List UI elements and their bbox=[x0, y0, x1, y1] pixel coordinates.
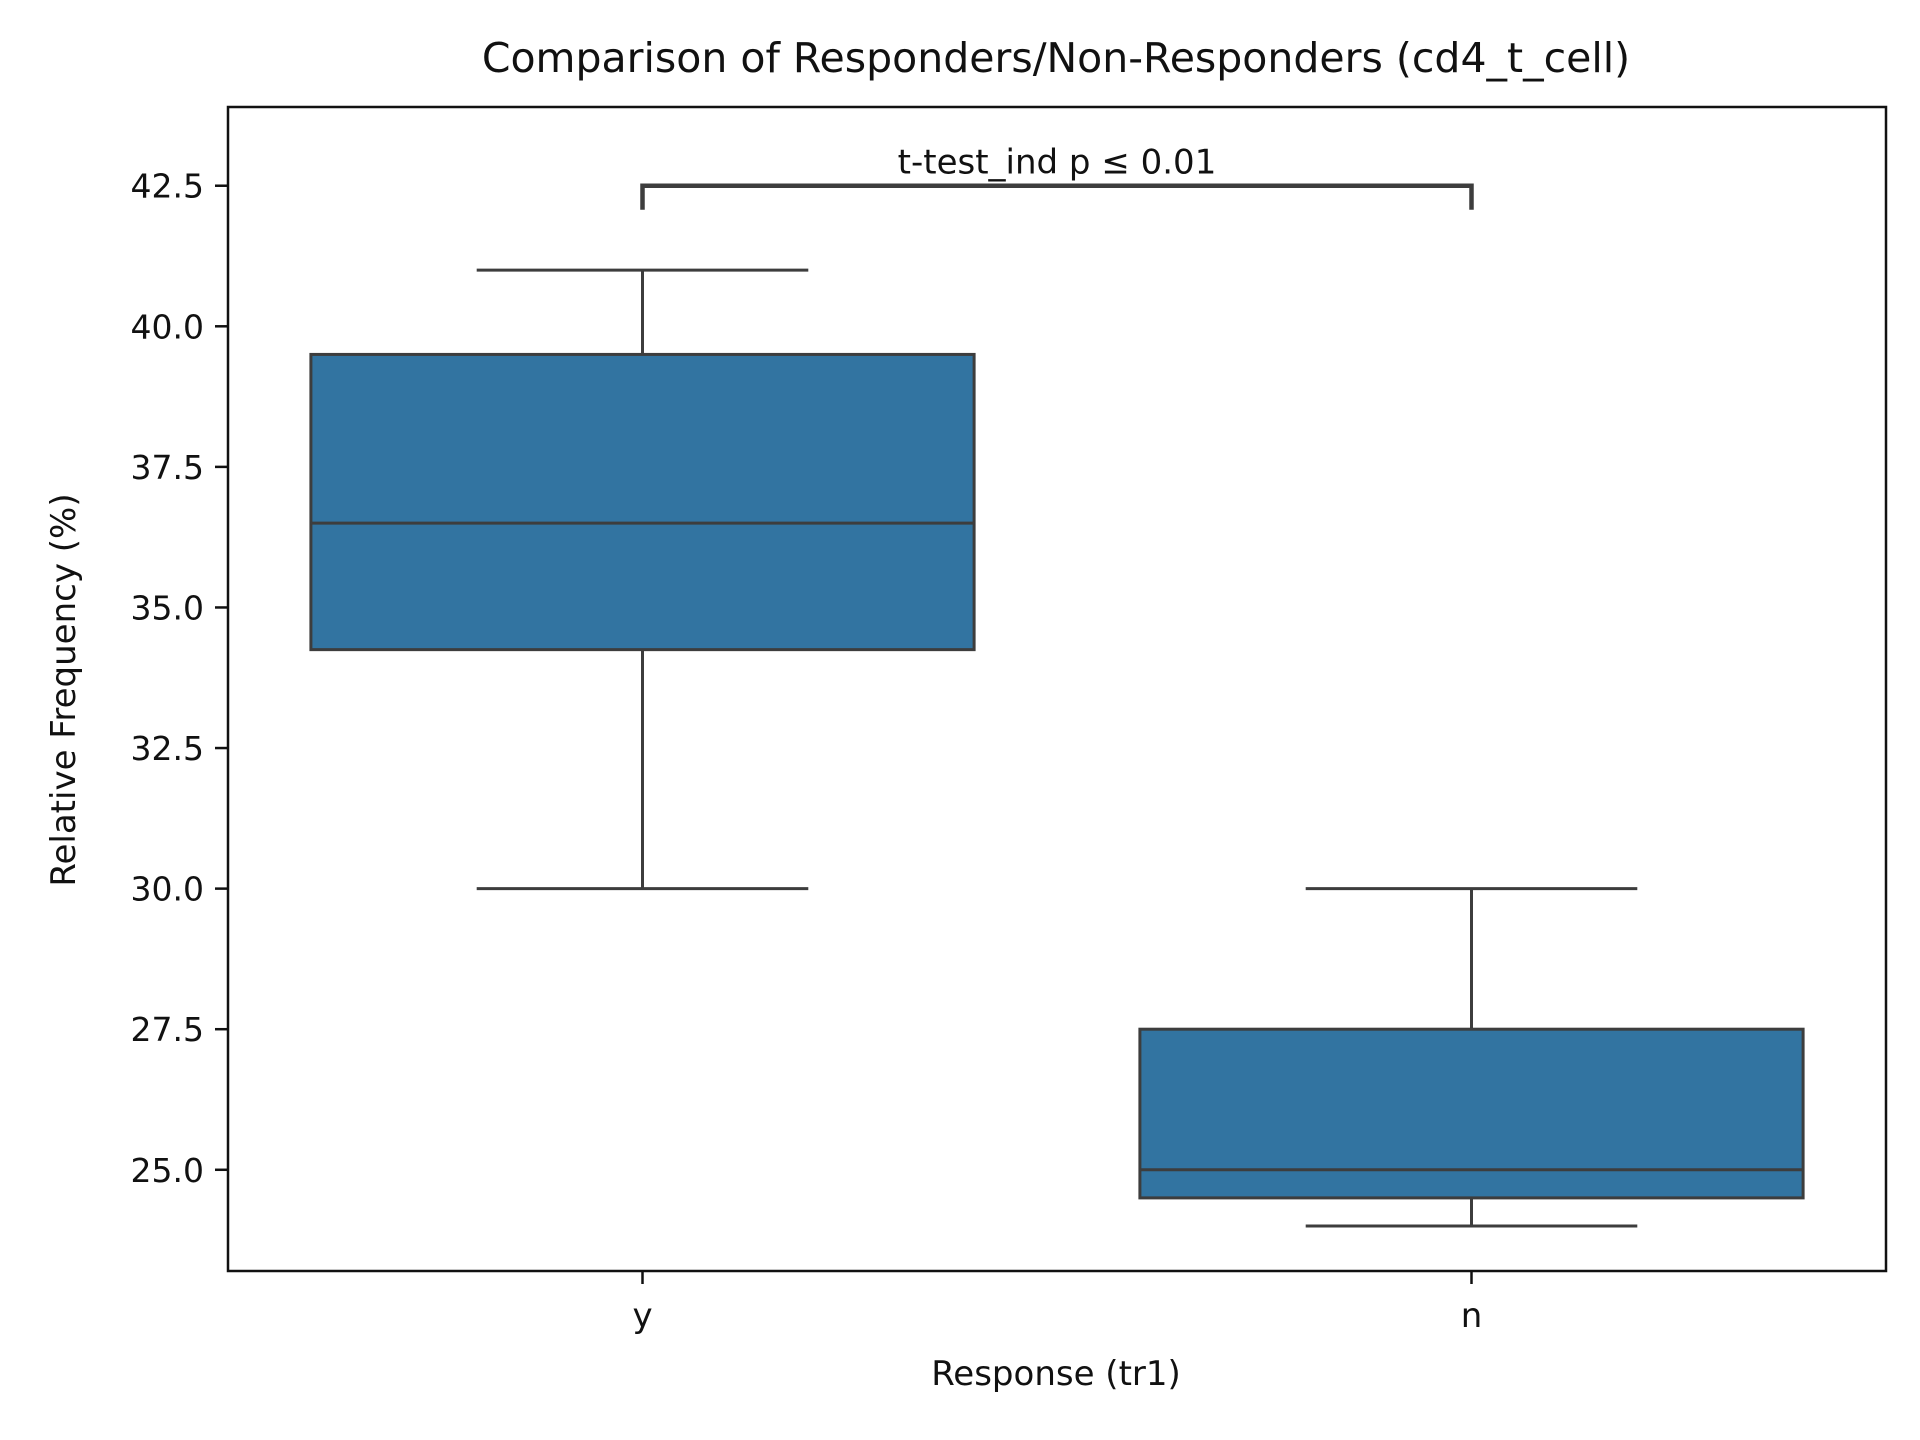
axes: 25.0 27.5 30.0 32.5 35.0 37.5 40.0 42.5 y n bbox=[131, 167, 1483, 1336]
y-tick-label: 37.5 bbox=[131, 448, 204, 487]
y-tick-label: 30.0 bbox=[131, 870, 204, 909]
y-tick-label: 40.0 bbox=[131, 307, 204, 346]
chart-title: Comparison of Responders/Non-Responders … bbox=[481, 34, 1631, 82]
x-tick-label: y bbox=[632, 1296, 652, 1336]
y-tick-label: 32.5 bbox=[131, 729, 204, 768]
y-tick-label: 42.5 bbox=[131, 167, 204, 206]
significance-label: t-test_ind p ≤ 0.01 bbox=[898, 143, 1217, 183]
box-y bbox=[309, 268, 976, 891]
y-tick-label: 35.0 bbox=[131, 588, 204, 627]
plot-frame bbox=[226, 105, 1888, 1273]
significance-bracket: t-test_ind p ≤ 0.01 bbox=[640, 143, 1474, 210]
iqr-box-n bbox=[1138, 1027, 1805, 1200]
y-tick-label: 25.0 bbox=[131, 1151, 204, 1190]
plot-marks: t-test_ind p ≤ 0.01 bbox=[309, 143, 1805, 1228]
box-n bbox=[1138, 887, 1805, 1228]
x-axis-label: Response (tr1) bbox=[931, 1354, 1181, 1394]
iqr-box-y bbox=[309, 352, 976, 652]
y-tick-label: 27.5 bbox=[131, 1010, 204, 1049]
x-tick-label: n bbox=[1461, 1296, 1483, 1336]
bracket-line bbox=[640, 183, 1474, 210]
